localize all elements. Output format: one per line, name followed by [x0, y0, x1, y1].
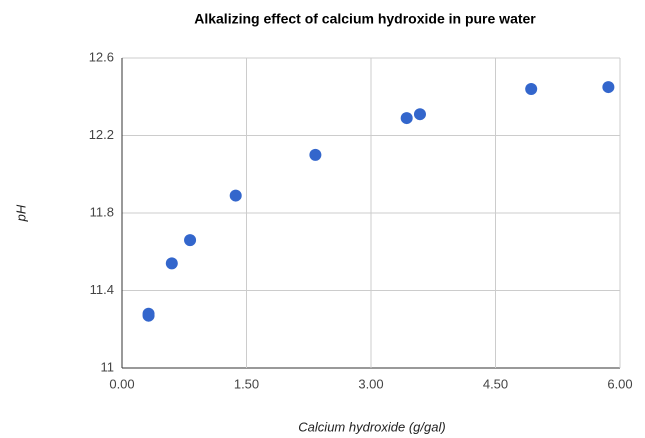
point: [142, 307, 155, 320]
point: [602, 81, 615, 94]
point: [229, 189, 242, 202]
point: [165, 257, 178, 270]
point: [413, 108, 426, 121]
y-tick-label: 11.8: [90, 204, 114, 219]
y-axis-label: pH: [13, 204, 28, 222]
x-tick-label: 6.00: [607, 376, 632, 391]
point: [525, 83, 538, 95]
x-tick-label: 3.00: [358, 376, 383, 391]
x-axis-label: Calcium hydroxide (g/gal): [298, 419, 445, 434]
y-tick-label: 12.2: [89, 127, 114, 142]
y-tick-label: 11: [101, 359, 115, 374]
x-tick-label: 4.50: [483, 376, 508, 391]
x-tick-label: 0.00: [109, 376, 134, 391]
point: [309, 148, 322, 161]
point: [184, 234, 197, 247]
y-tick-label: 11.4: [90, 282, 114, 297]
chart-title: Alkalizing effect of calcium hydroxide i…: [194, 11, 536, 27]
y-tick-label: 12.6: [89, 49, 114, 64]
point: [400, 112, 413, 125]
x-tick-label: 1.50: [234, 376, 259, 391]
